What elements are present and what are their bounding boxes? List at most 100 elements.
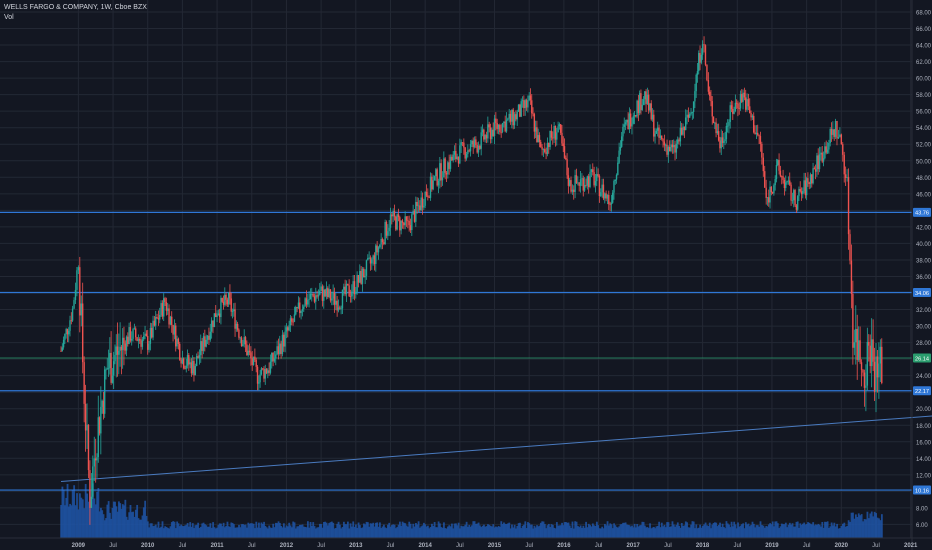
- candle-body[interactable]: [161, 303, 164, 317]
- candle-body[interactable]: [759, 136, 762, 144]
- candle-body[interactable]: [556, 132, 558, 140]
- candle-body[interactable]: [812, 168, 814, 184]
- candle-body[interactable]: [729, 105, 731, 122]
- candle-body[interactable]: [259, 374, 261, 383]
- candle-body[interactable]: [558, 124, 561, 127]
- candle-body[interactable]: [532, 113, 534, 115]
- candle-body[interactable]: [102, 400, 105, 414]
- candle-body[interactable]: [479, 145, 481, 149]
- candle-body[interactable]: [128, 327, 130, 344]
- candle-body[interactable]: [419, 205, 421, 211]
- candle-body[interactable]: [671, 144, 674, 148]
- candle-body[interactable]: [541, 146, 543, 150]
- candle-body[interactable]: [633, 115, 636, 117]
- candle-body[interactable]: [93, 458, 95, 467]
- candle-body[interactable]: [534, 127, 537, 132]
- candle-body[interactable]: [646, 94, 649, 104]
- candle-body[interactable]: [172, 324, 174, 335]
- candle-body[interactable]: [115, 346, 117, 355]
- candle-body[interactable]: [779, 170, 782, 177]
- candle-body[interactable]: [800, 191, 803, 195]
- candle-body[interactable]: [96, 457, 98, 461]
- candle-body[interactable]: [359, 270, 361, 283]
- candle-body[interactable]: [347, 283, 349, 286]
- candle-body[interactable]: [373, 255, 376, 264]
- candle-body[interactable]: [131, 338, 133, 341]
- candle-body[interactable]: [509, 113, 512, 122]
- candle-body[interactable]: [281, 334, 284, 354]
- candle-body[interactable]: [287, 327, 289, 331]
- candle-body[interactable]: [777, 160, 779, 166]
- candles[interactable]: [60, 36, 883, 525]
- candle-body[interactable]: [605, 193, 607, 199]
- candle-body[interactable]: [553, 126, 555, 139]
- candle-body[interactable]: [711, 101, 713, 117]
- candle-body[interactable]: [376, 245, 378, 253]
- candle-body[interactable]: [118, 350, 120, 355]
- candle-body[interactable]: [667, 147, 670, 155]
- candle-body[interactable]: [497, 124, 500, 129]
- candle-body[interactable]: [459, 145, 461, 164]
- candle-body[interactable]: [675, 143, 678, 153]
- candle-body[interactable]: [658, 127, 660, 138]
- candle-body[interactable]: [177, 338, 180, 344]
- candle-body[interactable]: [292, 321, 294, 323]
- candle-body[interactable]: [308, 299, 310, 300]
- candle-body[interactable]: [151, 327, 153, 338]
- candle-body[interactable]: [268, 370, 270, 373]
- candle-body[interactable]: [164, 298, 166, 303]
- candle-body[interactable]: [337, 307, 340, 311]
- candle-body[interactable]: [235, 323, 238, 329]
- candle-body[interactable]: [215, 313, 217, 318]
- candle-body[interactable]: [512, 109, 514, 126]
- candle-body[interactable]: [559, 124, 562, 133]
- candle-body[interactable]: [339, 307, 341, 309]
- candle-body[interactable]: [276, 346, 278, 355]
- candle-body[interactable]: [143, 336, 145, 340]
- candle-body[interactable]: [562, 143, 564, 147]
- candle-body[interactable]: [828, 142, 830, 150]
- candle-body[interactable]: [254, 356, 256, 360]
- candle-body[interactable]: [61, 347, 64, 352]
- candle-body[interactable]: [766, 197, 769, 199]
- candle-body[interactable]: [825, 146, 827, 153]
- candle-body[interactable]: [448, 162, 450, 169]
- candle-body[interactable]: [611, 192, 614, 203]
- candle-body[interactable]: [746, 99, 748, 110]
- candle-body[interactable]: [335, 300, 337, 305]
- candle-body[interactable]: [554, 126, 557, 140]
- candle-body[interactable]: [738, 108, 740, 110]
- candle-body[interactable]: [830, 128, 833, 135]
- candle-body[interactable]: [662, 139, 664, 142]
- candle-body[interactable]: [321, 286, 324, 301]
- candle-body[interactable]: [751, 115, 754, 118]
- candle-body[interactable]: [821, 152, 823, 162]
- candle-body[interactable]: [471, 140, 473, 145]
- candle-body[interactable]: [593, 172, 595, 186]
- candle-body[interactable]: [716, 131, 719, 134]
- candle-body[interactable]: [79, 267, 81, 316]
- candle-body[interactable]: [320, 286, 322, 291]
- candle-body[interactable]: [626, 119, 628, 123]
- candle-body[interactable]: [186, 355, 189, 366]
- candle-body[interactable]: [619, 146, 622, 151]
- candle-body[interactable]: [251, 358, 253, 365]
- candle-body[interactable]: [361, 268, 364, 284]
- candle-body[interactable]: [87, 424, 90, 471]
- volume-legend-label[interactable]: Vol: [4, 14, 14, 21]
- candle-body[interactable]: [313, 296, 316, 302]
- candle-body[interactable]: [144, 333, 146, 337]
- candle-body[interactable]: [412, 210, 414, 215]
- candle-body[interactable]: [175, 325, 177, 347]
- candle-body[interactable]: [212, 320, 214, 328]
- candle-body[interactable]: [333, 291, 336, 305]
- candle-body[interactable]: [717, 131, 720, 141]
- candle-body[interactable]: [464, 147, 466, 159]
- candle-body[interactable]: [721, 137, 724, 143]
- candle-body[interactable]: [305, 298, 308, 305]
- candle-body[interactable]: [163, 298, 165, 317]
- candle-body[interactable]: [269, 361, 272, 373]
- candle-body[interactable]: [258, 382, 260, 384]
- candle-body[interactable]: [353, 281, 356, 295]
- candle-body[interactable]: [293, 314, 296, 322]
